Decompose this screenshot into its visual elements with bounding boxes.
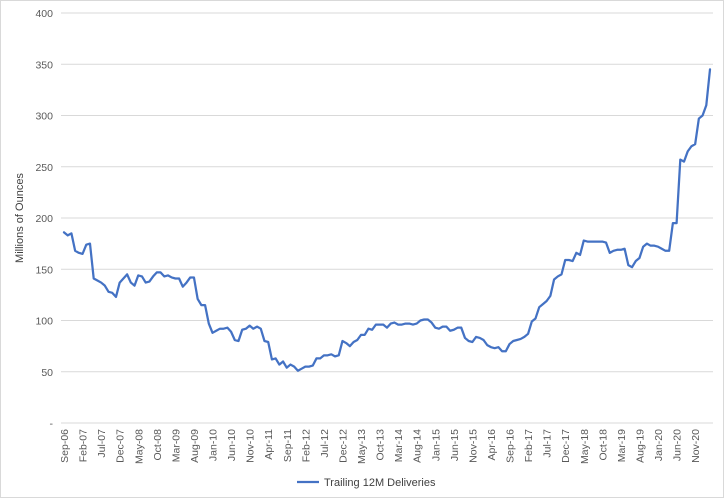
x-tick-label: Jul-07 (96, 429, 108, 458)
x-tick-label: Jun-15 (449, 429, 461, 461)
x-tick-label: Mar-14 (393, 429, 405, 462)
x-tick-label: Dec-17 (560, 429, 572, 463)
x-axis-ticks: Sep-06 Feb-07 Jul-07 Dec-07 May-08 Oct-08 Mar-… (59, 429, 702, 464)
x-tick-label: Nov-10 (245, 429, 257, 463)
x-tick-label: Jan-20 (653, 429, 665, 461)
x-tick-label: Feb-17 (523, 429, 535, 462)
x-tick-label: Apr-16 (486, 429, 498, 461)
series-layer (62, 68, 712, 372)
y-tick-label: 100 (35, 316, 53, 328)
x-tick-label: Apr-11 (263, 429, 275, 460)
x-tick-label: Oct-18 (597, 429, 609, 461)
y-tick-label: 300 (35, 111, 53, 123)
x-tick-label: Feb-07 (78, 429, 90, 462)
x-tick-label: Jan-10 (208, 429, 220, 461)
x-tick-label: May-13 (356, 429, 368, 464)
x-tick-label: Sep-16 (505, 429, 517, 463)
gridlines (61, 12, 713, 424)
x-tick-label: May-08 (133, 429, 145, 464)
x-tick-label: Oct-08 (152, 429, 164, 461)
y-tick-label: 200 (35, 213, 53, 225)
x-tick-label: Jun-10 (226, 429, 238, 461)
legend: Trailing 12M Deliveries (297, 477, 436, 489)
y-tick-label: 400 (35, 8, 53, 20)
legend-label: Trailing 12M Deliveries (324, 477, 436, 489)
x-tick-label: Jun-20 (672, 429, 684, 461)
x-tick-label: Aug-14 (412, 429, 424, 463)
x-tick-label: Aug-09 (189, 429, 201, 463)
x-tick-label: Feb-12 (300, 429, 312, 462)
x-tick-label: Mar-09 (170, 429, 182, 462)
x-tick-label: Oct-13 (375, 429, 387, 461)
x-tick-label: May-18 (579, 429, 591, 464)
x-tick-label: Mar-19 (616, 429, 628, 462)
x-tick-label: Aug-19 (634, 429, 646, 463)
y-tick-label: - (50, 418, 54, 430)
y-axis-title: Millions of Ounces (14, 173, 26, 263)
y-tick-label: 50 (41, 367, 53, 379)
x-tick-label: Jul-12 (319, 429, 331, 458)
y-tick-label: 150 (35, 264, 53, 276)
series-line (62, 68, 712, 372)
y-tick-label: 350 (35, 59, 53, 71)
x-tick-label: Sep-11 (282, 429, 294, 462)
x-tick-label: Nov-20 (690, 429, 702, 463)
x-tick-label: Jan-15 (430, 429, 442, 461)
x-tick-label: Nov-15 (467, 429, 479, 463)
x-tick-label: Jul-17 (542, 429, 554, 458)
y-tick-label: 250 (35, 162, 53, 174)
x-tick-label: Sep-06 (59, 429, 71, 463)
x-tick-label: Dec-12 (337, 429, 349, 463)
x-tick-label: Dec-07 (115, 429, 127, 463)
y-axis-ticks: - 50 100 150 200 250 300 350 400 (35, 8, 53, 430)
